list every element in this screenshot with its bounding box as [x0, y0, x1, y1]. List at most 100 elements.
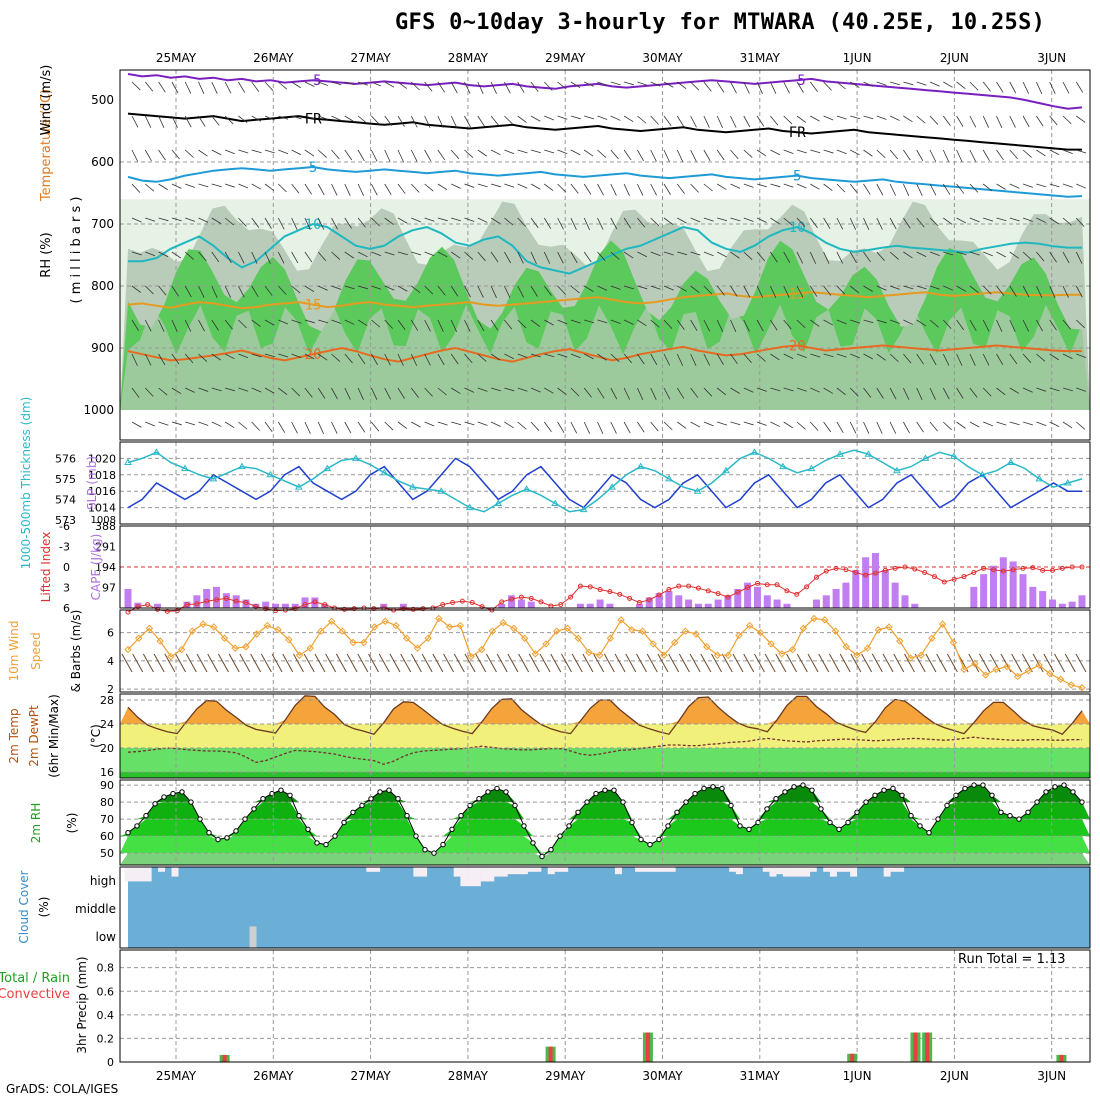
- wind-barb: [424, 183, 434, 192]
- rh-marker: [530, 840, 536, 846]
- wind-barb: [756, 319, 764, 332]
- wind-barb: [530, 353, 541, 358]
- wind-speed-marker: [692, 630, 700, 638]
- wind-barb: [251, 353, 262, 358]
- wind-barb: [291, 217, 298, 230]
- wind-barb: [876, 421, 883, 434]
- wind-barb: [770, 285, 777, 298]
- cape-bar: [586, 603, 594, 608]
- wind-barb: [663, 183, 671, 195]
- cape-bar: [852, 569, 860, 608]
- lifted-index-line: [127, 566, 1082, 613]
- lifted-index-marker: [607, 589, 613, 595]
- wind10m-barb: [507, 653, 519, 673]
- wind-barb: [836, 353, 847, 358]
- wind-barb: [317, 217, 325, 230]
- rh-marker: [1079, 799, 1085, 805]
- wind-barb: [1062, 183, 1073, 188]
- cloud-high-gap: [413, 867, 421, 877]
- wind-barb: [557, 81, 567, 90]
- lifted-index-marker: [676, 583, 682, 589]
- cape-bar: [124, 588, 132, 608]
- rh-tick-label: 50: [100, 847, 114, 860]
- wind10m-barb: [1064, 653, 1076, 673]
- cloud-high-gap: [487, 867, 495, 882]
- wind-barb: [663, 217, 674, 225]
- isotherm-label: 15: [305, 298, 322, 314]
- precip-tick-label: 0.4: [97, 1009, 115, 1022]
- cape-bar: [753, 586, 761, 608]
- wind-speed-marker: [949, 638, 958, 647]
- wind-barb: [131, 353, 138, 366]
- wind-barb: [357, 183, 364, 196]
- lifted-index-marker: [292, 606, 298, 612]
- wind-barb: [344, 217, 352, 229]
- rh2m-axis-label: 2m RH: [29, 803, 43, 844]
- wind-barb: [198, 285, 205, 298]
- wind-barb: [929, 319, 939, 328]
- cloud-high-gap: [850, 867, 858, 877]
- wind-barb: [264, 115, 275, 121]
- wind-barb: [756, 285, 764, 298]
- wind-barb: [903, 217, 911, 229]
- cape-bar: [675, 595, 683, 608]
- wind-barb: [424, 353, 431, 366]
- wind-barb: [1062, 387, 1073, 392]
- wind10m-barb: [571, 653, 583, 673]
- rh-tick-label: 70: [100, 813, 114, 826]
- wind-barb: [224, 285, 231, 298]
- cape-bar: [980, 574, 988, 608]
- wind10m-barb: [807, 653, 819, 673]
- wind-barb: [158, 353, 166, 366]
- wind-barb: [570, 183, 579, 194]
- wind10m-barb: [357, 653, 369, 673]
- cape-tick-label: 194: [95, 561, 116, 574]
- wind-barb: [437, 217, 448, 222]
- wind10m-barb: [796, 653, 808, 673]
- cape-bar: [576, 603, 584, 608]
- wind-barb: [983, 251, 993, 257]
- thickness-marker: [579, 505, 588, 513]
- wind-barb: [863, 319, 874, 324]
- wind-barb: [211, 285, 218, 298]
- lifted-index-marker: [509, 596, 515, 602]
- rh-tick-label: 90: [100, 779, 114, 792]
- wind-barb: [477, 81, 484, 94]
- cloud-high-gap: [809, 867, 817, 872]
- rh-marker: [791, 784, 797, 790]
- cape-tick-label: 388: [95, 520, 116, 533]
- wind-speed-marker: [199, 620, 207, 628]
- cape-bar: [714, 599, 722, 608]
- wind10m-barb: [1075, 653, 1087, 673]
- wind-barb: [158, 217, 169, 222]
- wind-barb: [916, 421, 924, 433]
- cloud-high-gap: [124, 867, 132, 882]
- wind10m-barb: [389, 653, 401, 673]
- cape-tick-label: 97: [102, 582, 116, 595]
- rh-marker: [836, 826, 842, 832]
- slp-axis-label: SLP (mb): [85, 456, 99, 510]
- wind-barb: [889, 319, 900, 324]
- wind-barb: [889, 115, 900, 121]
- wind-barb: [185, 183, 196, 188]
- wind-barb: [1036, 421, 1047, 426]
- wind-barb: [331, 81, 342, 86]
- wind-barb: [331, 387, 338, 400]
- wind-barb: [956, 387, 964, 399]
- wind-barb: [291, 115, 302, 120]
- wind-speed-marker: [274, 626, 282, 634]
- wind-barb: [557, 285, 566, 295]
- wind-barb: [610, 387, 618, 400]
- wind-barb: [490, 81, 497, 94]
- wind-barb: [663, 251, 674, 256]
- cloud-high-gap: [366, 867, 374, 872]
- lifted-index-marker: [784, 588, 790, 594]
- lifted-index-marker: [745, 585, 751, 590]
- wind-speed-marker: [456, 621, 464, 630]
- wind10m-barb: [850, 653, 862, 673]
- rh-marker: [458, 813, 464, 819]
- wind-barb: [610, 285, 621, 290]
- wind-speed-marker: [885, 623, 893, 631]
- rh-marker: [908, 813, 914, 819]
- wind-barb: [796, 149, 807, 154]
